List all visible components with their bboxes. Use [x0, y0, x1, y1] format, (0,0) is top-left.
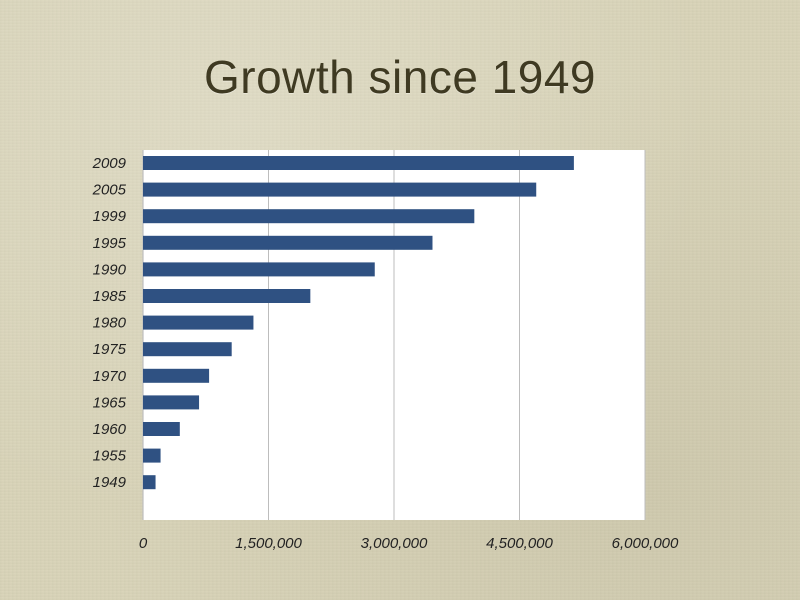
category-label: 1985	[93, 288, 127, 305]
category-label: 2005	[92, 182, 127, 199]
category-label: 1955	[93, 448, 127, 465]
bar-1975	[143, 342, 232, 357]
category-label: 1975	[93, 341, 127, 358]
category-label: 1949	[93, 474, 127, 491]
category-label: 1980	[93, 315, 127, 332]
bar-1970	[143, 368, 210, 383]
x-tick-label: 0	[139, 535, 148, 552]
bar-1990	[143, 262, 375, 277]
category-label: 1990	[93, 261, 127, 278]
category-label: 1995	[93, 235, 127, 252]
category-labels: 2009 2005 1999 1995 1990 1985 1980 1975 1970 1965…	[92, 155, 127, 491]
bars	[143, 156, 574, 490]
category-label: 1999	[93, 208, 127, 225]
x-tick-label: 3,000,000	[361, 535, 428, 552]
bar-2009	[143, 156, 574, 170]
category-label: 1965	[93, 394, 127, 411]
category-label: 2009	[92, 155, 127, 172]
x-tick-label: 6,000,000	[612, 535, 679, 552]
x-tick-labels: 0 1,500,000 3,000,000 4,500,000 6,000,000	[139, 535, 679, 552]
bar-1965	[143, 395, 200, 410]
bar-1960	[143, 422, 180, 436]
bar-1955	[143, 448, 161, 463]
bar-1999	[143, 209, 475, 224]
bar-1985	[143, 289, 311, 303]
bar-1995	[143, 235, 433, 250]
category-label: 1970	[93, 368, 127, 385]
bar-1980	[143, 315, 254, 330]
bar-2005	[143, 182, 537, 197]
x-tick-label: 1,500,000	[235, 535, 302, 552]
bar-1949	[143, 475, 156, 490]
x-tick-label: 4,500,000	[486, 535, 553, 552]
chart-title: Growth since 1949	[203, 51, 597, 103]
category-label: 1960	[93, 421, 127, 438]
